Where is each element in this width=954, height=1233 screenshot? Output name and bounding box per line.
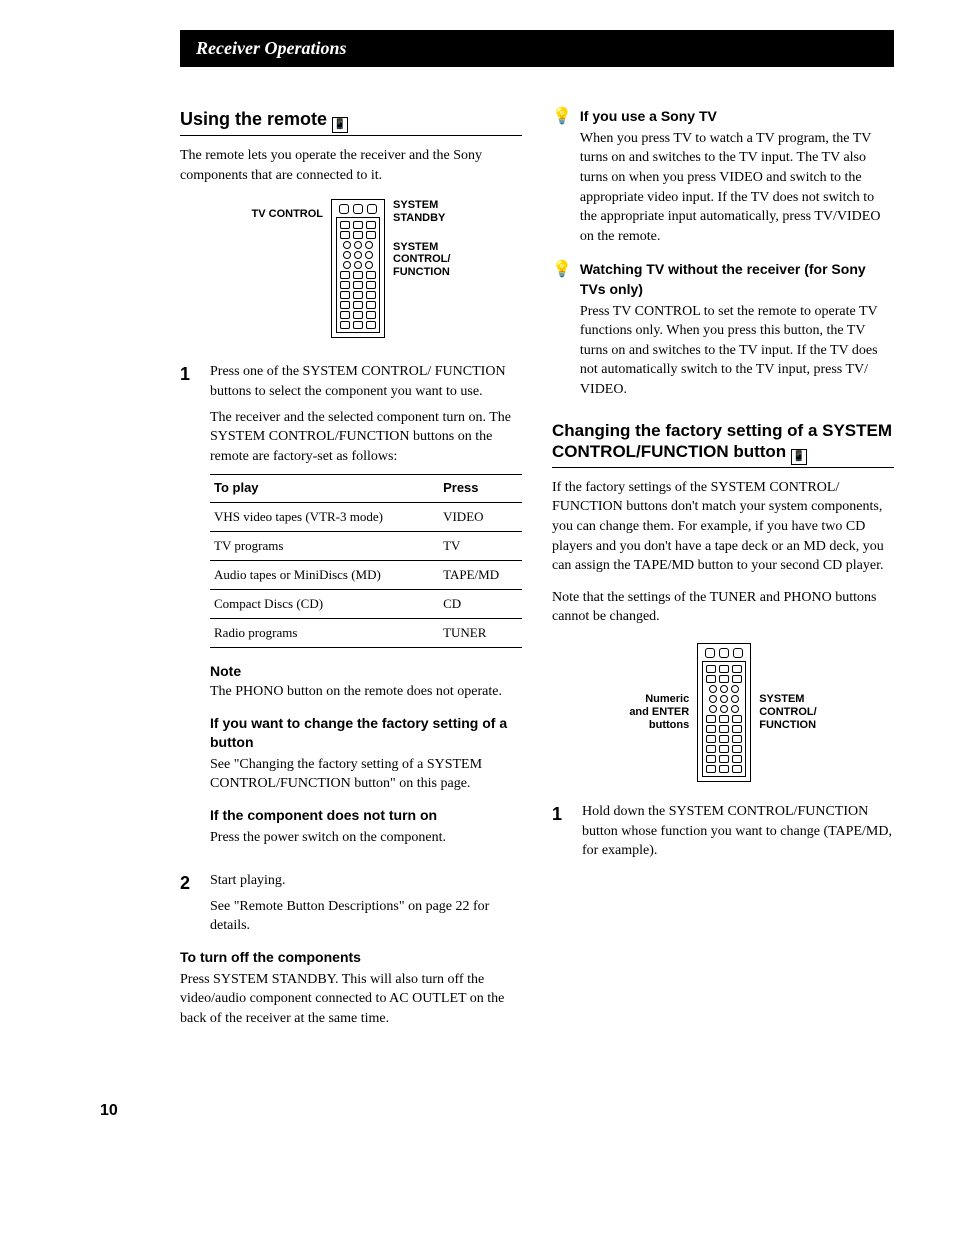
two-column-layout: Using the remote 📱 The remote lets you o… xyxy=(180,107,894,1040)
note-heading: Note xyxy=(210,662,522,682)
intro-paragraph: The remote lets you operate the receiver… xyxy=(180,146,522,185)
cell: Audio tapes or MiniDiscs (MD) xyxy=(210,560,439,589)
step-2-text: Start playing. xyxy=(210,871,522,891)
remote-icon: 📱 xyxy=(791,449,807,465)
right-step-1-text: Hold down the SYSTEM CONTROL/FUNCTION bu… xyxy=(582,802,894,861)
right-step-1: 1 Hold down the SYSTEM CONTROL/FUNCTION … xyxy=(552,802,894,861)
step-number: 1 xyxy=(180,362,198,859)
tip2-body: Press TV CONTROL to set the remote to op… xyxy=(580,302,894,400)
tv-control-label: TV CONTROL xyxy=(252,207,324,222)
system-control-function-label: SYSTEM CONTROL/ FUNCTION xyxy=(759,693,816,731)
component-not-on-heading: If the component does not turn on xyxy=(210,806,522,826)
step-1: 1 Press one of the SYSTEM CONTROL/ FUNCT… xyxy=(180,362,522,859)
section-header-bar: Receiver Operations xyxy=(180,30,894,67)
right-column: 💡 If you use a Sony TV When you press TV… xyxy=(552,107,894,1040)
step-number: 1 xyxy=(552,802,570,861)
step-2-sub: See "Remote Button Descriptions" on page… xyxy=(210,897,522,936)
step-1-sub: The receiver and the selected component … xyxy=(210,408,522,467)
press-table: To play Press VHS video tapes (VTR-3 mod… xyxy=(210,474,522,648)
note-body: The PHONO button on the remote does not … xyxy=(210,682,522,702)
cell: TUNER xyxy=(439,619,522,648)
remote-outline xyxy=(331,199,385,338)
system-control-function-label: SYSTEM CONTROL/ FUNCTION xyxy=(393,241,450,279)
table-row: Compact Discs (CD)CD xyxy=(210,590,522,619)
cell: VHS video tapes (VTR-3 mode) xyxy=(210,502,439,531)
table-row: TV programsTV xyxy=(210,531,522,560)
remote-icon: 📱 xyxy=(332,117,348,133)
tip-sony-tv: 💡 If you use a Sony TV When you press TV… xyxy=(552,107,894,246)
component-not-on-body: Press the power switch on the component. xyxy=(210,828,522,848)
table-row: Radio programsTUNER xyxy=(210,619,522,648)
section2-p1: If the factory settings of the SYSTEM CO… xyxy=(552,478,894,576)
table-row: Audio tapes or MiniDiscs (MD)TAPE/MD xyxy=(210,560,522,589)
section2-p2: Note that the settings of the TUNER and … xyxy=(552,588,894,627)
step-1-text: Press one of the SYSTEM CONTROL/ FUNCTIO… xyxy=(210,362,522,401)
table-head-right: Press xyxy=(439,475,522,502)
left-column: Using the remote 📱 The remote lets you o… xyxy=(180,107,522,1040)
right-labels: SYSTEM STANDBY SYSTEM CONTROL/ FUNCTION xyxy=(393,199,450,278)
cell: TV programs xyxy=(210,531,439,560)
cell: VIDEO xyxy=(439,502,522,531)
tip1-heading: If you use a Sony TV xyxy=(580,107,894,127)
step-number: 2 xyxy=(180,871,198,936)
tip2-heading: Watching TV without the receiver (for So… xyxy=(580,260,894,299)
cell: Radio programs xyxy=(210,619,439,648)
heading-rule xyxy=(180,135,522,136)
change-factory-body: See "Changing the factory setting of a S… xyxy=(210,755,522,794)
tip1-body: When you press TV to watch a TV program,… xyxy=(580,129,894,247)
using-remote-heading: Using the remote 📱 xyxy=(180,107,522,133)
cell: Compact Discs (CD) xyxy=(210,590,439,619)
table-head-left: To play xyxy=(210,475,439,502)
numeric-enter-label: Numeric and ENTER buttons xyxy=(629,693,689,733)
remote-diagram-2: Numeric and ENTER buttons SYSTEM xyxy=(552,643,894,782)
remote-outline xyxy=(697,643,751,782)
table-row: VHS video tapes (VTR-3 mode)VIDEO xyxy=(210,502,522,531)
tip-watch-tv-without-receiver: 💡 Watching TV without the receiver (for … xyxy=(552,260,894,399)
turn-off-body: Press SYSTEM STANDBY. This will also tur… xyxy=(180,970,522,1029)
step-2: 2 Start playing. See "Remote Button Desc… xyxy=(180,871,522,936)
remote-diagram: TV CONTROL SYSTEM STAND xyxy=(180,199,522,338)
cell: TAPE/MD xyxy=(439,560,522,589)
cell: TV xyxy=(439,531,522,560)
bulb-icon: 💡 xyxy=(552,262,572,399)
heading-rule xyxy=(552,467,894,468)
heading-text: Using the remote xyxy=(180,109,327,129)
cell: CD xyxy=(439,590,522,619)
bulb-icon: 💡 xyxy=(552,109,572,246)
turn-off-heading: To turn off the components xyxy=(180,948,522,968)
changing-factory-heading: Changing the factory setting of a SYSTEM… xyxy=(552,420,894,465)
system-standby-label: SYSTEM STANDBY xyxy=(393,199,450,224)
heading-text: Changing the factory setting of a SYSTEM… xyxy=(552,421,892,461)
page-number: 10 xyxy=(100,1100,894,1122)
change-factory-heading: If you want to change the factory settin… xyxy=(210,714,522,753)
